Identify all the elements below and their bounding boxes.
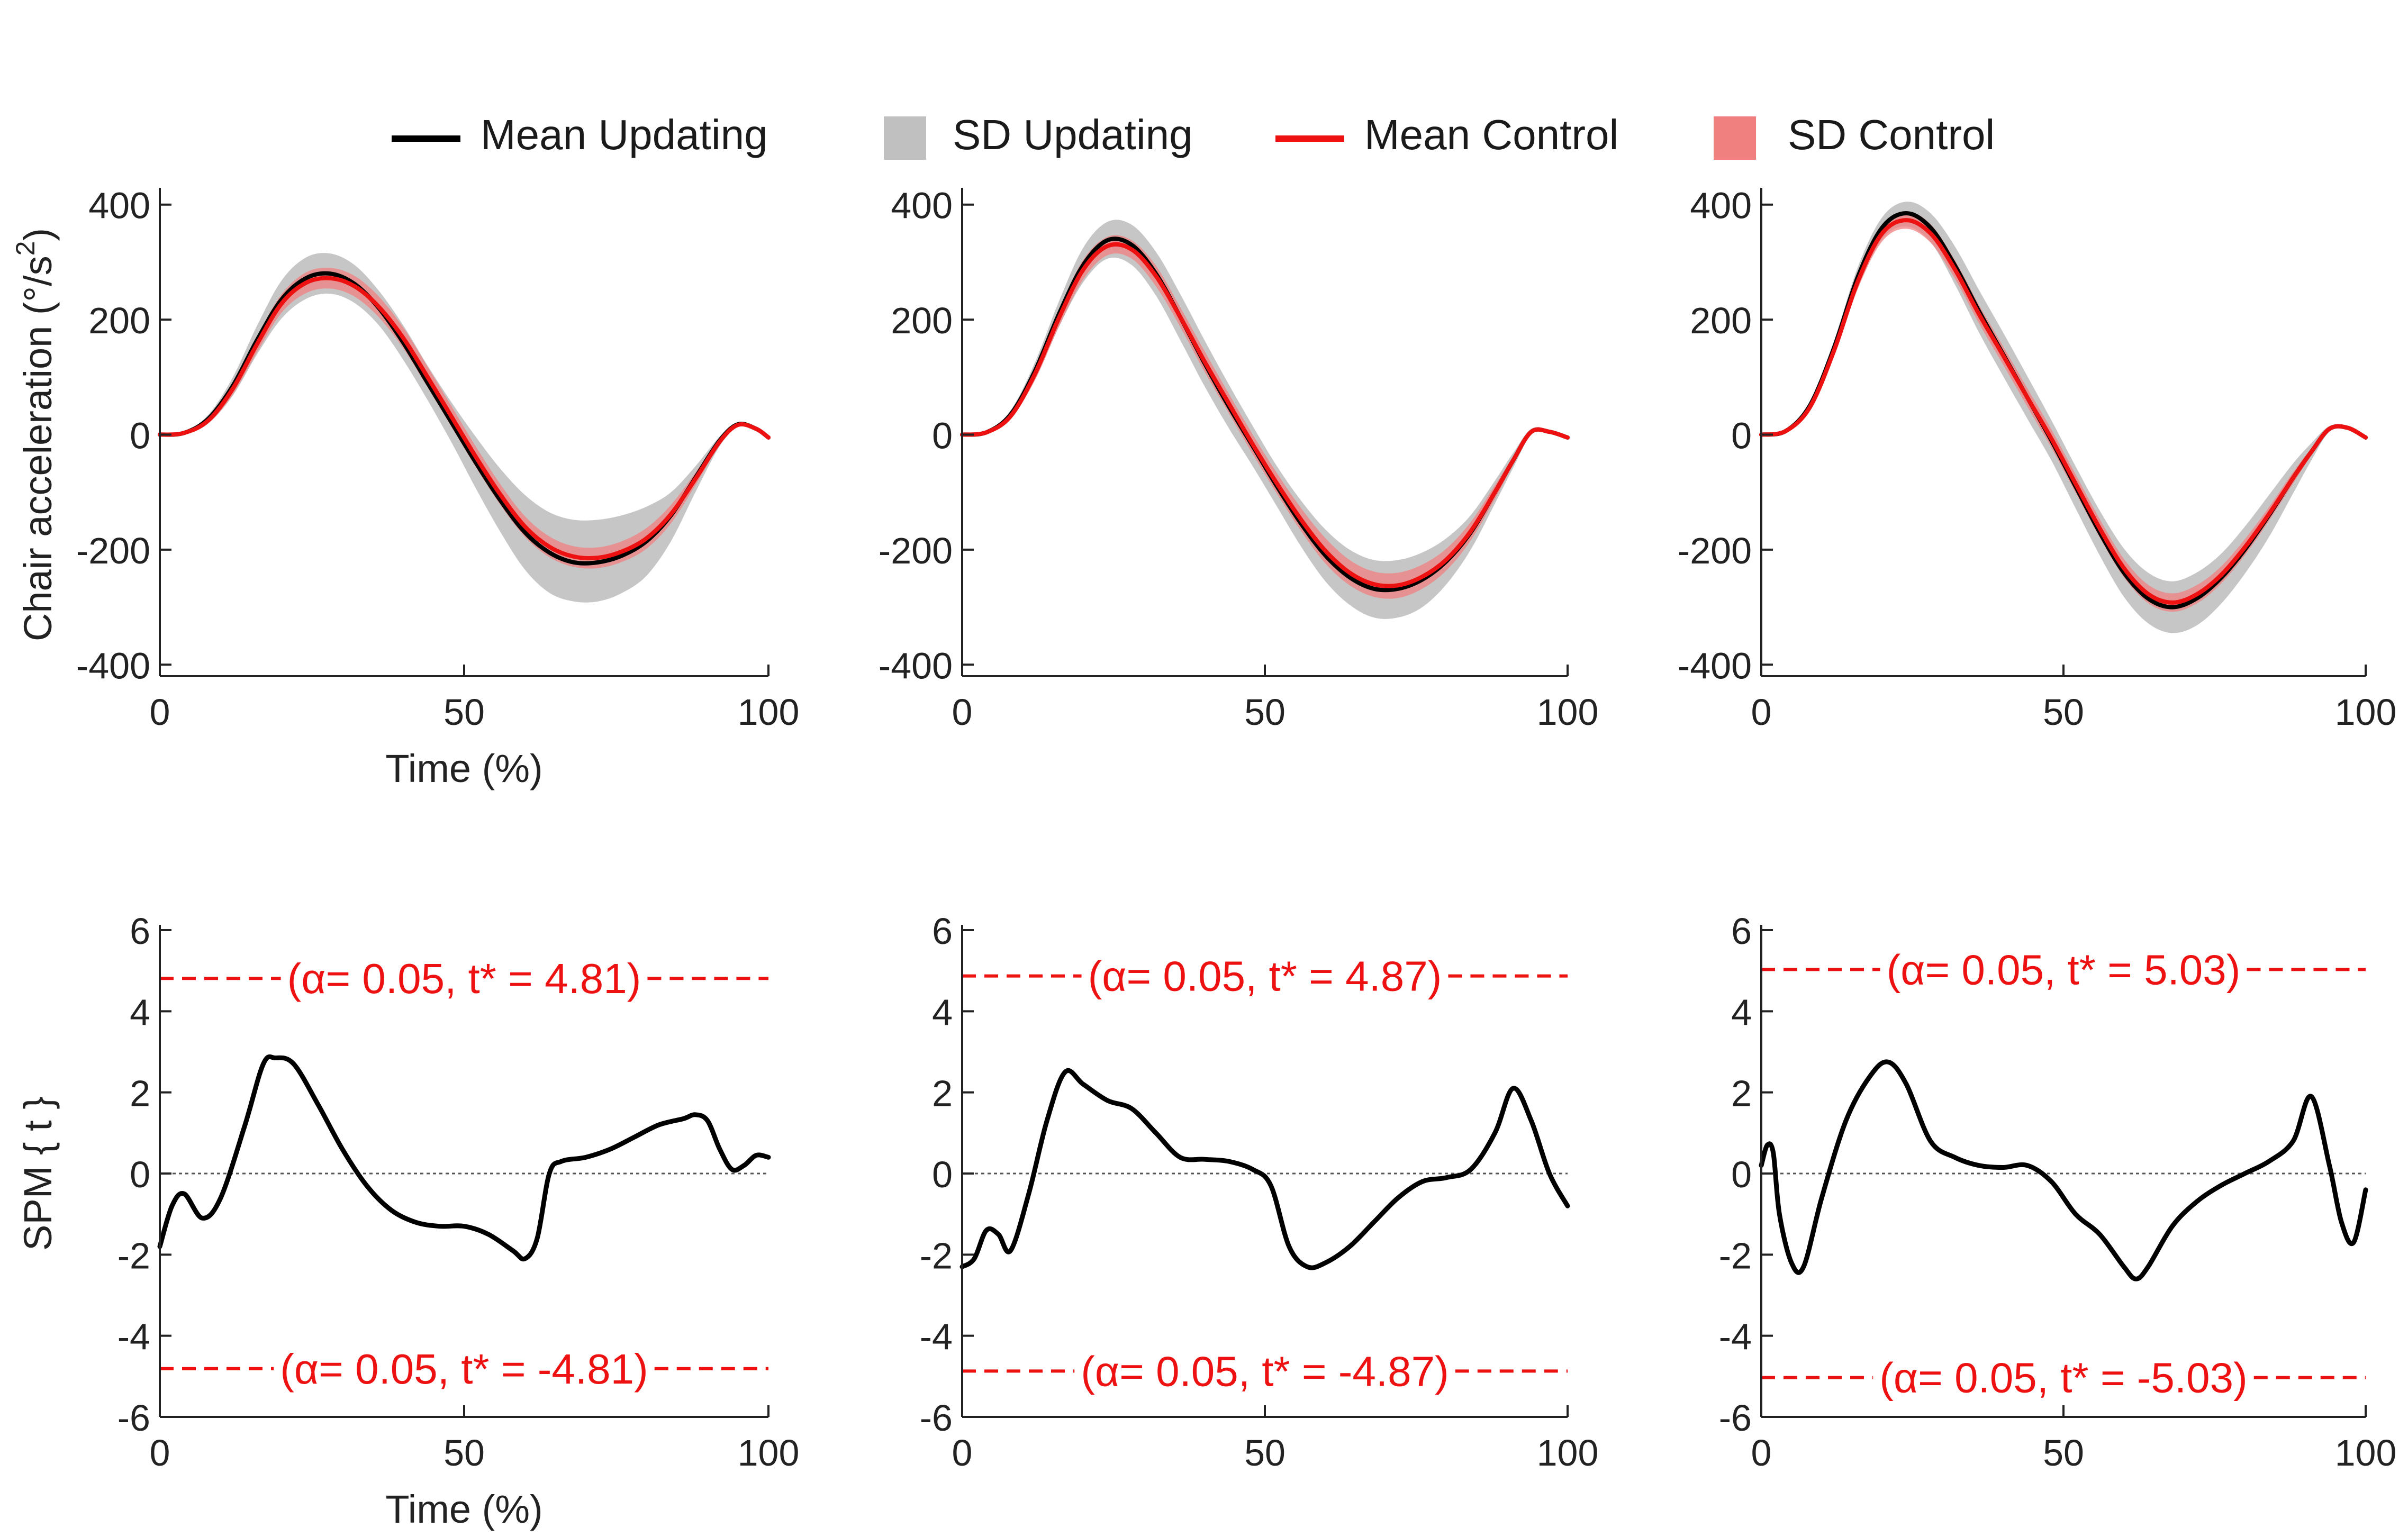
- y-tick-label: 0: [1731, 415, 1752, 457]
- threshold-label-upper: (α= 0.05, t* = 4.81): [287, 955, 641, 1002]
- y-tick-label: 6: [1731, 911, 1752, 952]
- y-tick-label: 200: [1690, 300, 1752, 341]
- y-tick-label: -4: [117, 1316, 150, 1358]
- x-axis-label: Time (%): [385, 1487, 542, 1531]
- x-tick-label: 50: [1244, 692, 1286, 733]
- y-tick-label: 0: [130, 415, 150, 457]
- x-tick-label: 0: [1751, 1432, 1772, 1474]
- y-tick-label: 0: [1731, 1154, 1752, 1195]
- panel-rotation-40-acceleration: -400 -200 0 200 400 0 50 100: [1678, 185, 2397, 733]
- x-tick-label: 100: [1537, 692, 1599, 733]
- x-tick-label: 100: [2335, 1432, 2397, 1474]
- y-tick-label: 4: [130, 992, 150, 1033]
- y-tick-label: 6: [130, 911, 150, 952]
- x-tick-label: 100: [1537, 1432, 1599, 1474]
- y-tick-label: -400: [1678, 645, 1752, 686]
- legend-label-sd-control: SD Control: [1788, 111, 1995, 158]
- legend-swatch-sd-updating: [884, 116, 926, 160]
- y-tick-label: -400: [879, 645, 953, 686]
- y-tick-label: 2: [1731, 1073, 1752, 1114]
- x-tick-label: 50: [2043, 692, 2084, 733]
- y-tick-label: -2: [117, 1235, 150, 1276]
- x-tick-label: 100: [738, 692, 800, 733]
- legend: Mean Updating SD Updating Mean Control S…: [392, 111, 1995, 160]
- x-tick-label: 0: [1751, 692, 1772, 733]
- y-tick-label: -6: [117, 1397, 150, 1439]
- threshold-label-lower: (α= 0.05, t* = -4.81): [280, 1345, 648, 1393]
- y-tick-label: 0: [130, 1154, 150, 1195]
- legend-label-mean-updating: Mean Updating: [481, 111, 768, 158]
- y-tick-label: -2: [1719, 1235, 1752, 1276]
- y-tick-label: -200: [879, 530, 953, 571]
- y-tick-label: -6: [920, 1397, 953, 1439]
- x-tick-label: 0: [952, 1432, 973, 1474]
- y-tick-label: 0: [932, 415, 953, 457]
- y-tick-label: 200: [88, 300, 150, 341]
- y-tick-label: 400: [88, 185, 150, 226]
- series-line-mean-control: [1759, 218, 2368, 605]
- y-axis-label: Chair acceleration (°/s2): [11, 228, 60, 641]
- x-tick-label: 100: [738, 1432, 800, 1474]
- threshold-label-upper: (α= 0.05, t* = 5.03): [1887, 946, 2241, 993]
- y-tick-label: 6: [932, 911, 953, 952]
- y-tick-label: -200: [76, 530, 150, 571]
- y-axis-label-main: Chair acceleration (°/s: [16, 256, 60, 641]
- x-tick-label: 0: [150, 1432, 170, 1474]
- y-tick-label: 2: [932, 1073, 953, 1114]
- x-tick-label: 0: [150, 692, 170, 733]
- y-tick-label: -6: [1719, 1397, 1752, 1439]
- x-tick-label: 0: [952, 692, 973, 733]
- y-tick-label: 200: [891, 300, 953, 341]
- x-tick-label: 50: [2043, 1432, 2084, 1474]
- threshold-label-lower: (α= 0.05, t* = -5.03): [1879, 1354, 2248, 1402]
- threshold-label-lower: (α= 0.05, t* = -4.87): [1081, 1348, 1449, 1395]
- legend-label-sd-updating: SD Updating: [953, 111, 1193, 158]
- panel-rotation-30-acceleration: -400 -200 0 200 400 0 50 100: [879, 185, 1599, 733]
- legend-label-mean-control: Mean Control: [1364, 111, 1618, 158]
- x-tick-label: 50: [443, 692, 485, 733]
- y-tick-label: 4: [932, 992, 953, 1033]
- panel-rotation-20-paired-t-test: (α= 0.05, t* = 4.81) (α= 0.05, t* = -4.81…: [16, 911, 799, 1531]
- y-tick-label: 0: [932, 1154, 953, 1195]
- y-axis-label-close: ): [16, 228, 60, 241]
- series-line-mean-control: [960, 242, 1570, 588]
- y-tick-label: -2: [920, 1235, 953, 1276]
- series-line-spm-t: [1759, 1059, 2368, 1281]
- panel-rotation-40-paired-t-test: (α= 0.05, t* = 5.03) (α= 0.05, t* = -5.03…: [1719, 911, 2397, 1474]
- y-tick-label: -200: [1678, 530, 1752, 571]
- threshold-label-upper: (α= 0.05, t* = 4.87): [1088, 953, 1442, 1000]
- y-tick-label: 400: [1690, 185, 1752, 226]
- series-line-spm-t: [157, 1054, 771, 1262]
- panel-rotation-20-acceleration: -400 -200 0 200 400 0 50 100 Time (%) Chair accel…: [11, 185, 799, 790]
- y-tick-label: -400: [76, 645, 150, 686]
- legend-swatch-sd-control: [1714, 116, 1756, 160]
- y-tick-label: 400: [891, 185, 953, 226]
- y-tick-label: 2: [130, 1073, 150, 1114]
- x-tick-label: 50: [443, 1432, 485, 1474]
- y-axis-label-superscript: 2: [11, 241, 40, 256]
- x-tick-label: 100: [2335, 692, 2397, 733]
- panel-rotation-30-paired-t-test: (α= 0.05, t* = 4.87) (α= 0.05, t* = -4.87…: [920, 911, 1599, 1474]
- series-line-mean-control: [158, 276, 771, 561]
- y-tick-label: -4: [920, 1316, 953, 1358]
- series-line-spm-t: [959, 1068, 1570, 1270]
- y-tick-label: -4: [1719, 1316, 1752, 1358]
- x-tick-label: 50: [1244, 1432, 1286, 1474]
- y-axis-label: SPM { t }: [16, 1096, 60, 1251]
- y-tick-label: 4: [1731, 992, 1752, 1033]
- x-axis-label: Time (%): [385, 747, 542, 790]
